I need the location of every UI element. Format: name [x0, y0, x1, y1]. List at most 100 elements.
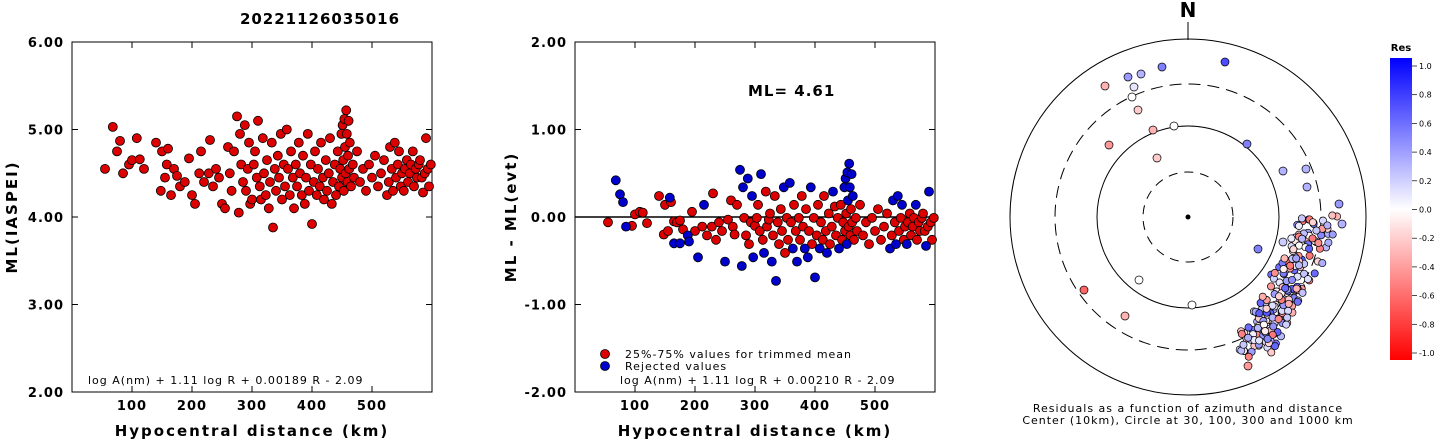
data-point — [376, 168, 386, 179]
data-point — [777, 226, 787, 236]
data-point — [841, 239, 852, 250]
data-point — [918, 208, 928, 219]
data-point — [891, 239, 901, 250]
data-point — [224, 168, 235, 179]
residual-point — [1292, 254, 1301, 263]
data-point — [341, 105, 352, 116]
middle-ylabel: ML - ML(evt) — [502, 152, 520, 282]
residual-point — [1279, 265, 1288, 274]
data-point — [332, 146, 343, 157]
y-tick-label: 1.00 — [531, 124, 567, 139]
data-point — [814, 243, 825, 254]
data-point — [846, 204, 856, 215]
colorbar-tick-label: -0.4 — [1419, 263, 1435, 272]
data-point — [895, 212, 906, 223]
data-point — [727, 221, 738, 232]
data-point — [618, 197, 628, 208]
data-point — [262, 155, 272, 166]
residual-point — [1305, 251, 1314, 260]
data-point — [407, 146, 418, 157]
data-point — [286, 146, 296, 157]
data-point — [720, 256, 730, 267]
data-point — [603, 217, 613, 228]
data-point — [621, 221, 631, 232]
polar-caption-1: Residuals as a function of azimuth and d… — [1033, 402, 1343, 415]
data-point — [421, 133, 431, 144]
data-point — [331, 190, 341, 201]
residual-point — [1289, 245, 1298, 254]
data-point — [864, 239, 874, 250]
data-point — [912, 234, 922, 245]
data-point — [766, 256, 777, 267]
data-point — [344, 137, 355, 148]
residual-point — [1278, 166, 1288, 176]
data-point — [311, 190, 322, 201]
data-point — [290, 159, 301, 170]
data-point — [711, 234, 721, 245]
polar-panel: N Residuals as a function of azimuth and… — [1009, 0, 1367, 427]
data-point — [826, 221, 837, 232]
data-point — [107, 122, 118, 132]
data-point — [768, 230, 778, 241]
residual-point — [1242, 139, 1252, 149]
data-point — [744, 239, 754, 250]
data-point — [268, 222, 278, 233]
data-point — [424, 181, 434, 192]
y-tick-label: 0.00 — [531, 211, 567, 226]
residual-point — [1267, 282, 1275, 291]
left-xlabel: Hypocentral distance (km) — [115, 422, 390, 440]
residual-point — [1269, 322, 1278, 331]
colorbar-tick-label: 0.8 — [1419, 91, 1432, 100]
residual-point — [1258, 292, 1267, 301]
data-point — [259, 168, 269, 179]
legend-trimmed-marker — [600, 349, 610, 359]
residual-point — [1267, 348, 1276, 357]
residual-point — [1259, 320, 1268, 329]
data-point — [160, 172, 170, 183]
data-point — [870, 226, 880, 236]
data-point — [805, 182, 816, 193]
data-point — [846, 169, 857, 180]
data-point — [338, 185, 349, 196]
left-panel: 2.00 3.00 4.00 5.00 6.00 100 200 300 400 500 log … — [3, 36, 436, 440]
data-point — [897, 199, 907, 210]
data-point — [233, 207, 244, 218]
colorbar-tick-label: -1.0 — [1419, 349, 1435, 358]
data-point — [747, 191, 757, 201]
data-point — [796, 191, 807, 201]
data-point — [314, 181, 325, 192]
data-point — [263, 203, 274, 214]
data-point — [272, 150, 283, 161]
data-point — [214, 172, 224, 183]
residual-point — [1282, 320, 1291, 329]
data-point — [717, 226, 727, 236]
residual-point — [1298, 288, 1307, 297]
data-point — [697, 221, 708, 232]
x-tick-label: 500 — [860, 399, 890, 414]
middle-formula: log A(nm) + 1.11 log R + 0.00210 R - 2.0… — [620, 374, 895, 387]
data-point — [355, 177, 365, 187]
colorbar-tick-label: 0.4 — [1419, 148, 1432, 157]
residual-point — [1293, 297, 1302, 306]
data-point — [325, 133, 335, 144]
outer-ring-1000km — [1009, 38, 1367, 396]
residual-point — [1079, 285, 1089, 295]
residual-point — [1253, 324, 1262, 332]
data-point — [352, 146, 362, 157]
data-point — [822, 247, 832, 258]
data-point — [910, 199, 921, 210]
ring-100km — [1096, 125, 1280, 309]
data-point — [924, 186, 934, 197]
data-point — [876, 234, 886, 245]
data-point — [751, 212, 762, 223]
data-point — [287, 172, 298, 183]
data-point — [817, 234, 828, 245]
residual-point — [1319, 216, 1327, 225]
data-point — [254, 181, 265, 192]
residual-point — [1328, 211, 1337, 220]
data-point — [844, 158, 855, 169]
residual-point — [1298, 234, 1306, 243]
data-point — [801, 204, 811, 215]
data-point — [708, 188, 718, 199]
residual-point — [1136, 69, 1146, 79]
